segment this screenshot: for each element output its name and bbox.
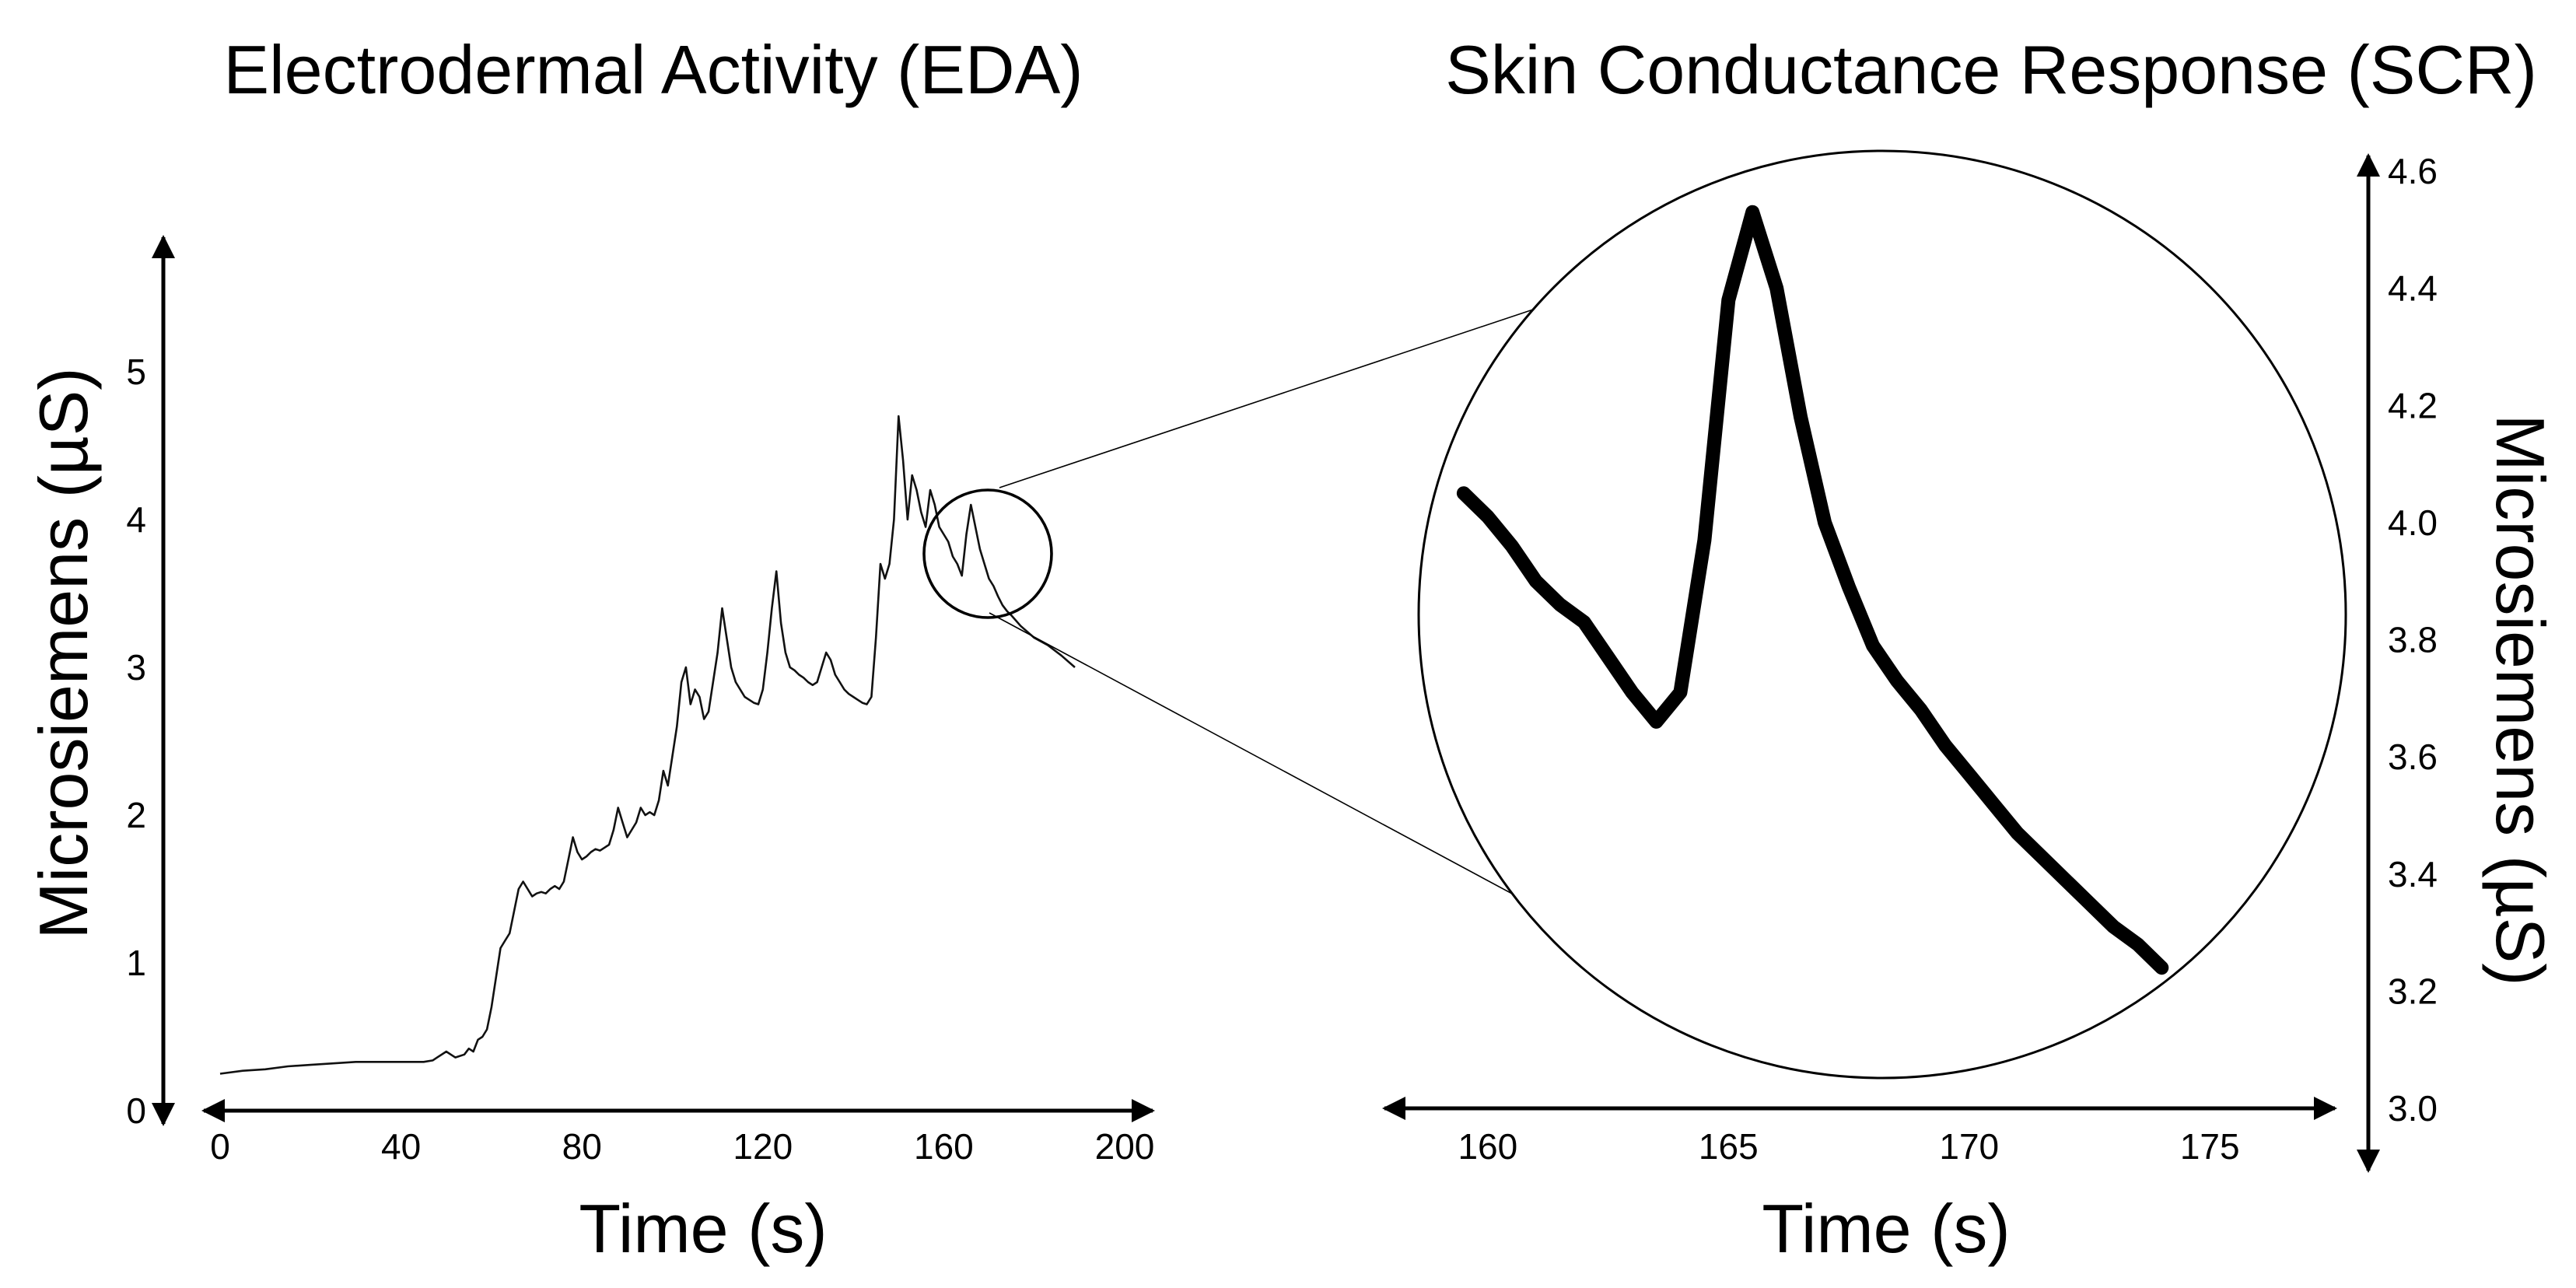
zoom-connector-top: [999, 304, 1548, 488]
zoom-connector-bottom: [989, 612, 1555, 917]
scr-y-axis-label: Microsiemens (µS): [2482, 414, 2559, 985]
eda-series-line: [219, 415, 1076, 1075]
eda-y-tick-label: 5: [126, 352, 146, 392]
eda-y-axis-label: Microsiemens (µS): [25, 367, 102, 939]
scr-chart-title: Skin Conductance Response (SCR): [1445, 31, 2537, 108]
scr-x-axis-label: Time (s): [1762, 1190, 2010, 1267]
scr-y-tick-label: 4.2: [2388, 385, 2438, 425]
scr-x-tick-label: 175: [2180, 1126, 2240, 1167]
eda-x-tick-label: 120: [733, 1126, 793, 1167]
eda-chart-title: Electrodermal Activity (EDA): [223, 31, 1083, 108]
eda-x-tick-labels: 0 40 80 120 160 200: [210, 1126, 1154, 1167]
eda-x-tick-label: 40: [381, 1126, 421, 1167]
scr-y-tick-label: 4.4: [2388, 268, 2438, 309]
eda-x-tick-label: 80: [562, 1126, 602, 1167]
scr-x-tick-label: 160: [1458, 1126, 1517, 1167]
eda-x-tick-label: 160: [914, 1126, 974, 1167]
scr-y-tick-label: 3.0: [2388, 1088, 2438, 1129]
eda-y-tick-label: 3: [126, 647, 146, 688]
scr-y-tick-label: 3.8: [2388, 620, 2438, 660]
scr-y-tick-label: 3.4: [2388, 854, 2438, 894]
eda-y-tick-label: 0: [126, 1090, 146, 1131]
eda-y-tick-label: 1: [126, 943, 146, 983]
scr-x-tick-labels: 160 165 170 175: [1458, 1126, 2239, 1167]
scr-y-tick-label: 4.6: [2388, 151, 2438, 191]
eda-x-axis-label: Time (s): [579, 1190, 827, 1267]
zoom-lens-small: [922, 488, 1053, 619]
scr-y-tick-label: 4.0: [2388, 502, 2438, 543]
zoom-lens-large: [1417, 149, 2347, 1080]
scr-x-tick-label: 165: [1699, 1126, 1759, 1167]
eda-y-tick-label: 4: [126, 499, 146, 540]
eda-y-tick-labels: 0 1 2 3 4 5: [126, 352, 146, 1131]
eda-x-tick-label: 0: [210, 1126, 230, 1167]
eda-x-tick-label: 200: [1095, 1126, 1155, 1167]
scr-y-tick-labels: 3.0 3.2 3.4 3.6 3.8 4.0 4.2 4.4 4.6: [2388, 151, 2438, 1129]
scr-y-tick-label: 3.6: [2388, 737, 2438, 777]
scr-y-tick-label: 3.2: [2388, 971, 2438, 1011]
eda-y-tick-label: 2: [126, 795, 146, 835]
scr-series-line: [1456, 205, 2169, 975]
scr-x-tick-label: 170: [1939, 1126, 1999, 1167]
